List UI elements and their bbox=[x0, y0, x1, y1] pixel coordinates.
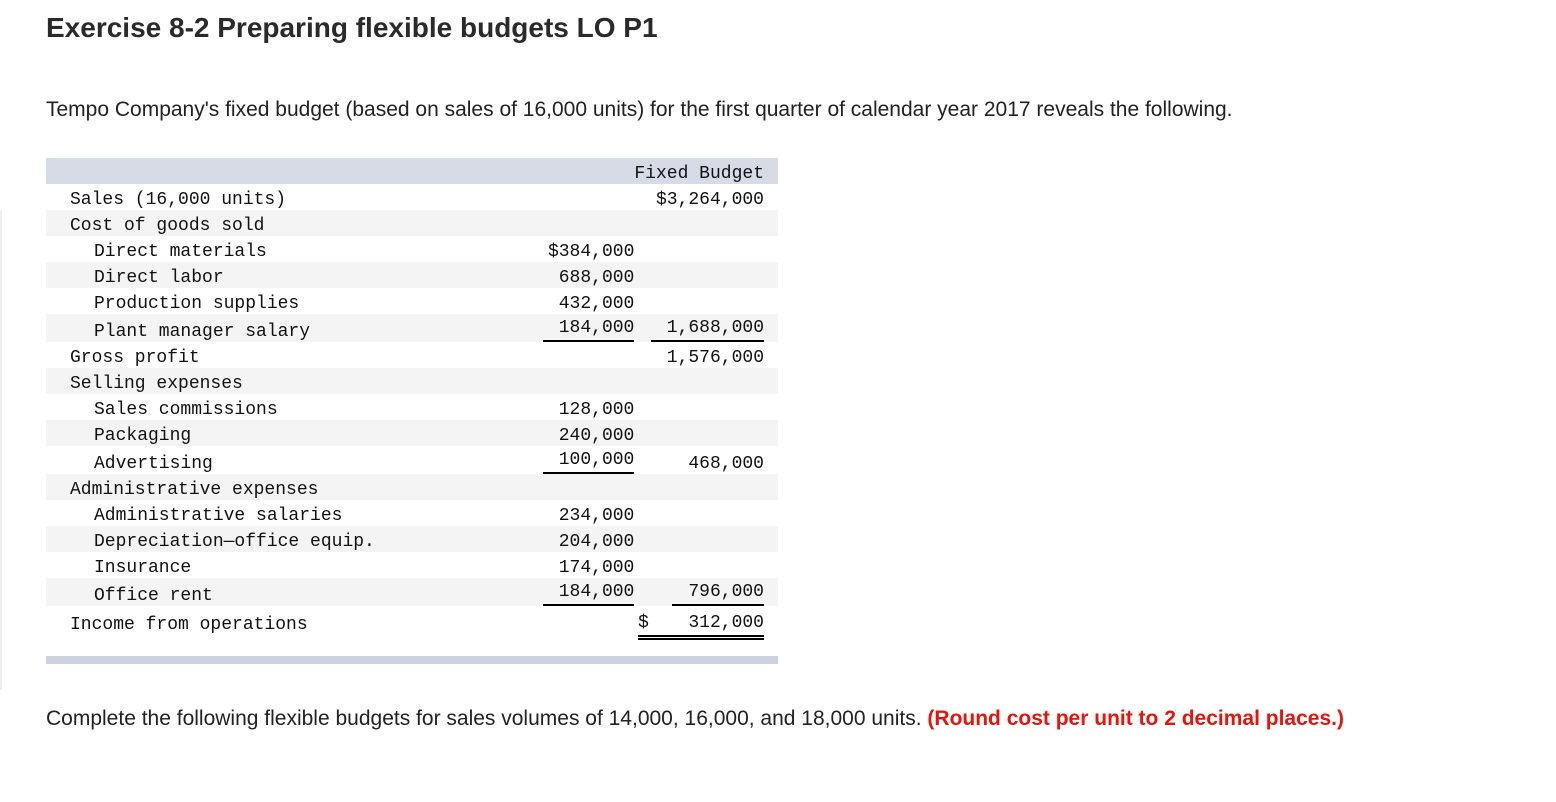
column-header-fixed-budget: Fixed Budget bbox=[634, 158, 778, 184]
fixed-budget-table: Fixed Budget Sales (16,000 units) $3,264,… bbox=[46, 158, 778, 644]
left-border bbox=[0, 210, 2, 690]
table-row: Packaging 240,000 bbox=[46, 420, 778, 446]
table-row: Sales (16,000 units) $3,264,000 bbox=[46, 184, 778, 210]
row-label: Production supplies bbox=[94, 294, 300, 314]
table-row-income: Income from operations $312,000 bbox=[46, 606, 778, 644]
detail-value: 100,000 bbox=[542, 448, 635, 474]
row-label: Selling expenses bbox=[46, 368, 507, 394]
page-title: Exercise 8-2 Preparing flexible budgets … bbox=[46, 12, 658, 43]
table-row: Advertising 100,000 468,000 bbox=[46, 446, 778, 474]
detail-value: $384,000 bbox=[547, 242, 635, 262]
row-label: Packaging bbox=[46, 420, 507, 446]
table-row: Office rent 184,000 796,000 bbox=[46, 578, 778, 606]
total-value: 1,576,000 bbox=[666, 348, 764, 368]
intro-text: Tempo Company's fixed budget (based on s… bbox=[46, 98, 1233, 121]
row-label: Plant manager salary bbox=[46, 314, 507, 342]
instructions: Complete the following flexible budgets … bbox=[46, 704, 1506, 734]
table-row: Insurance 174,000 bbox=[46, 552, 778, 578]
detail-value: 234,000 bbox=[558, 506, 635, 526]
row-label: Insurance bbox=[94, 558, 192, 578]
detail-value: 184,000 bbox=[542, 316, 635, 342]
detail-value: 174,000 bbox=[558, 558, 635, 578]
table-header-row: Fixed Budget bbox=[46, 158, 778, 184]
row-label: Administrative salaries bbox=[94, 506, 343, 526]
row-label: Direct materials bbox=[94, 242, 267, 262]
table-row: Direct labor 688,000 bbox=[46, 262, 778, 288]
total-value: 1,688,000 bbox=[650, 316, 764, 342]
total-value: 796,000 bbox=[672, 580, 764, 606]
row-label: Income from operations bbox=[70, 615, 308, 635]
total-value: 468,000 bbox=[688, 454, 764, 474]
row-label: Office rent bbox=[46, 578, 507, 606]
row-label: Depreciation—office equip. bbox=[46, 526, 507, 552]
currency-symbol: $ bbox=[638, 612, 649, 633]
table-footer-bar bbox=[46, 656, 778, 664]
detail-value: 184,000 bbox=[542, 580, 635, 606]
table-row: Plant manager salary 184,000 1,688,000 bbox=[46, 314, 778, 342]
row-label: Gross profit bbox=[70, 348, 200, 368]
table-row: Gross profit 1,576,000 bbox=[46, 342, 778, 368]
total-value: $3,264,000 bbox=[655, 190, 764, 210]
row-label: Administrative expenses bbox=[46, 474, 507, 500]
detail-value: 204,000 bbox=[506, 526, 635, 552]
row-label: Direct labor bbox=[46, 262, 507, 288]
table-row: Cost of goods sold bbox=[46, 210, 778, 236]
table-row: Direct materials $384,000 bbox=[46, 236, 778, 262]
table-row: Administrative expenses bbox=[46, 474, 778, 500]
row-label: Cost of goods sold bbox=[46, 210, 507, 236]
instructions-text: Complete the following flexible budgets … bbox=[46, 707, 922, 730]
detail-value: 688,000 bbox=[506, 262, 635, 288]
table-row: Depreciation—office equip. 204,000 bbox=[46, 526, 778, 552]
table-row: Production supplies 432,000 bbox=[46, 288, 778, 314]
row-label: Advertising bbox=[94, 454, 213, 474]
detail-value: 432,000 bbox=[558, 294, 635, 314]
detail-value: 240,000 bbox=[506, 420, 635, 446]
table-row: Administrative salaries 234,000 bbox=[46, 500, 778, 526]
table-row: Sales commissions 128,000 bbox=[46, 394, 778, 420]
table-row: Selling expenses bbox=[46, 368, 778, 394]
rounding-note: (Round cost per unit to 2 decimal places… bbox=[927, 707, 1344, 730]
total-value: 312,000 bbox=[688, 612, 764, 633]
row-label: Sales (16,000 units) bbox=[70, 190, 287, 210]
row-label: Sales commissions bbox=[94, 400, 278, 420]
detail-value: 128,000 bbox=[558, 400, 635, 420]
